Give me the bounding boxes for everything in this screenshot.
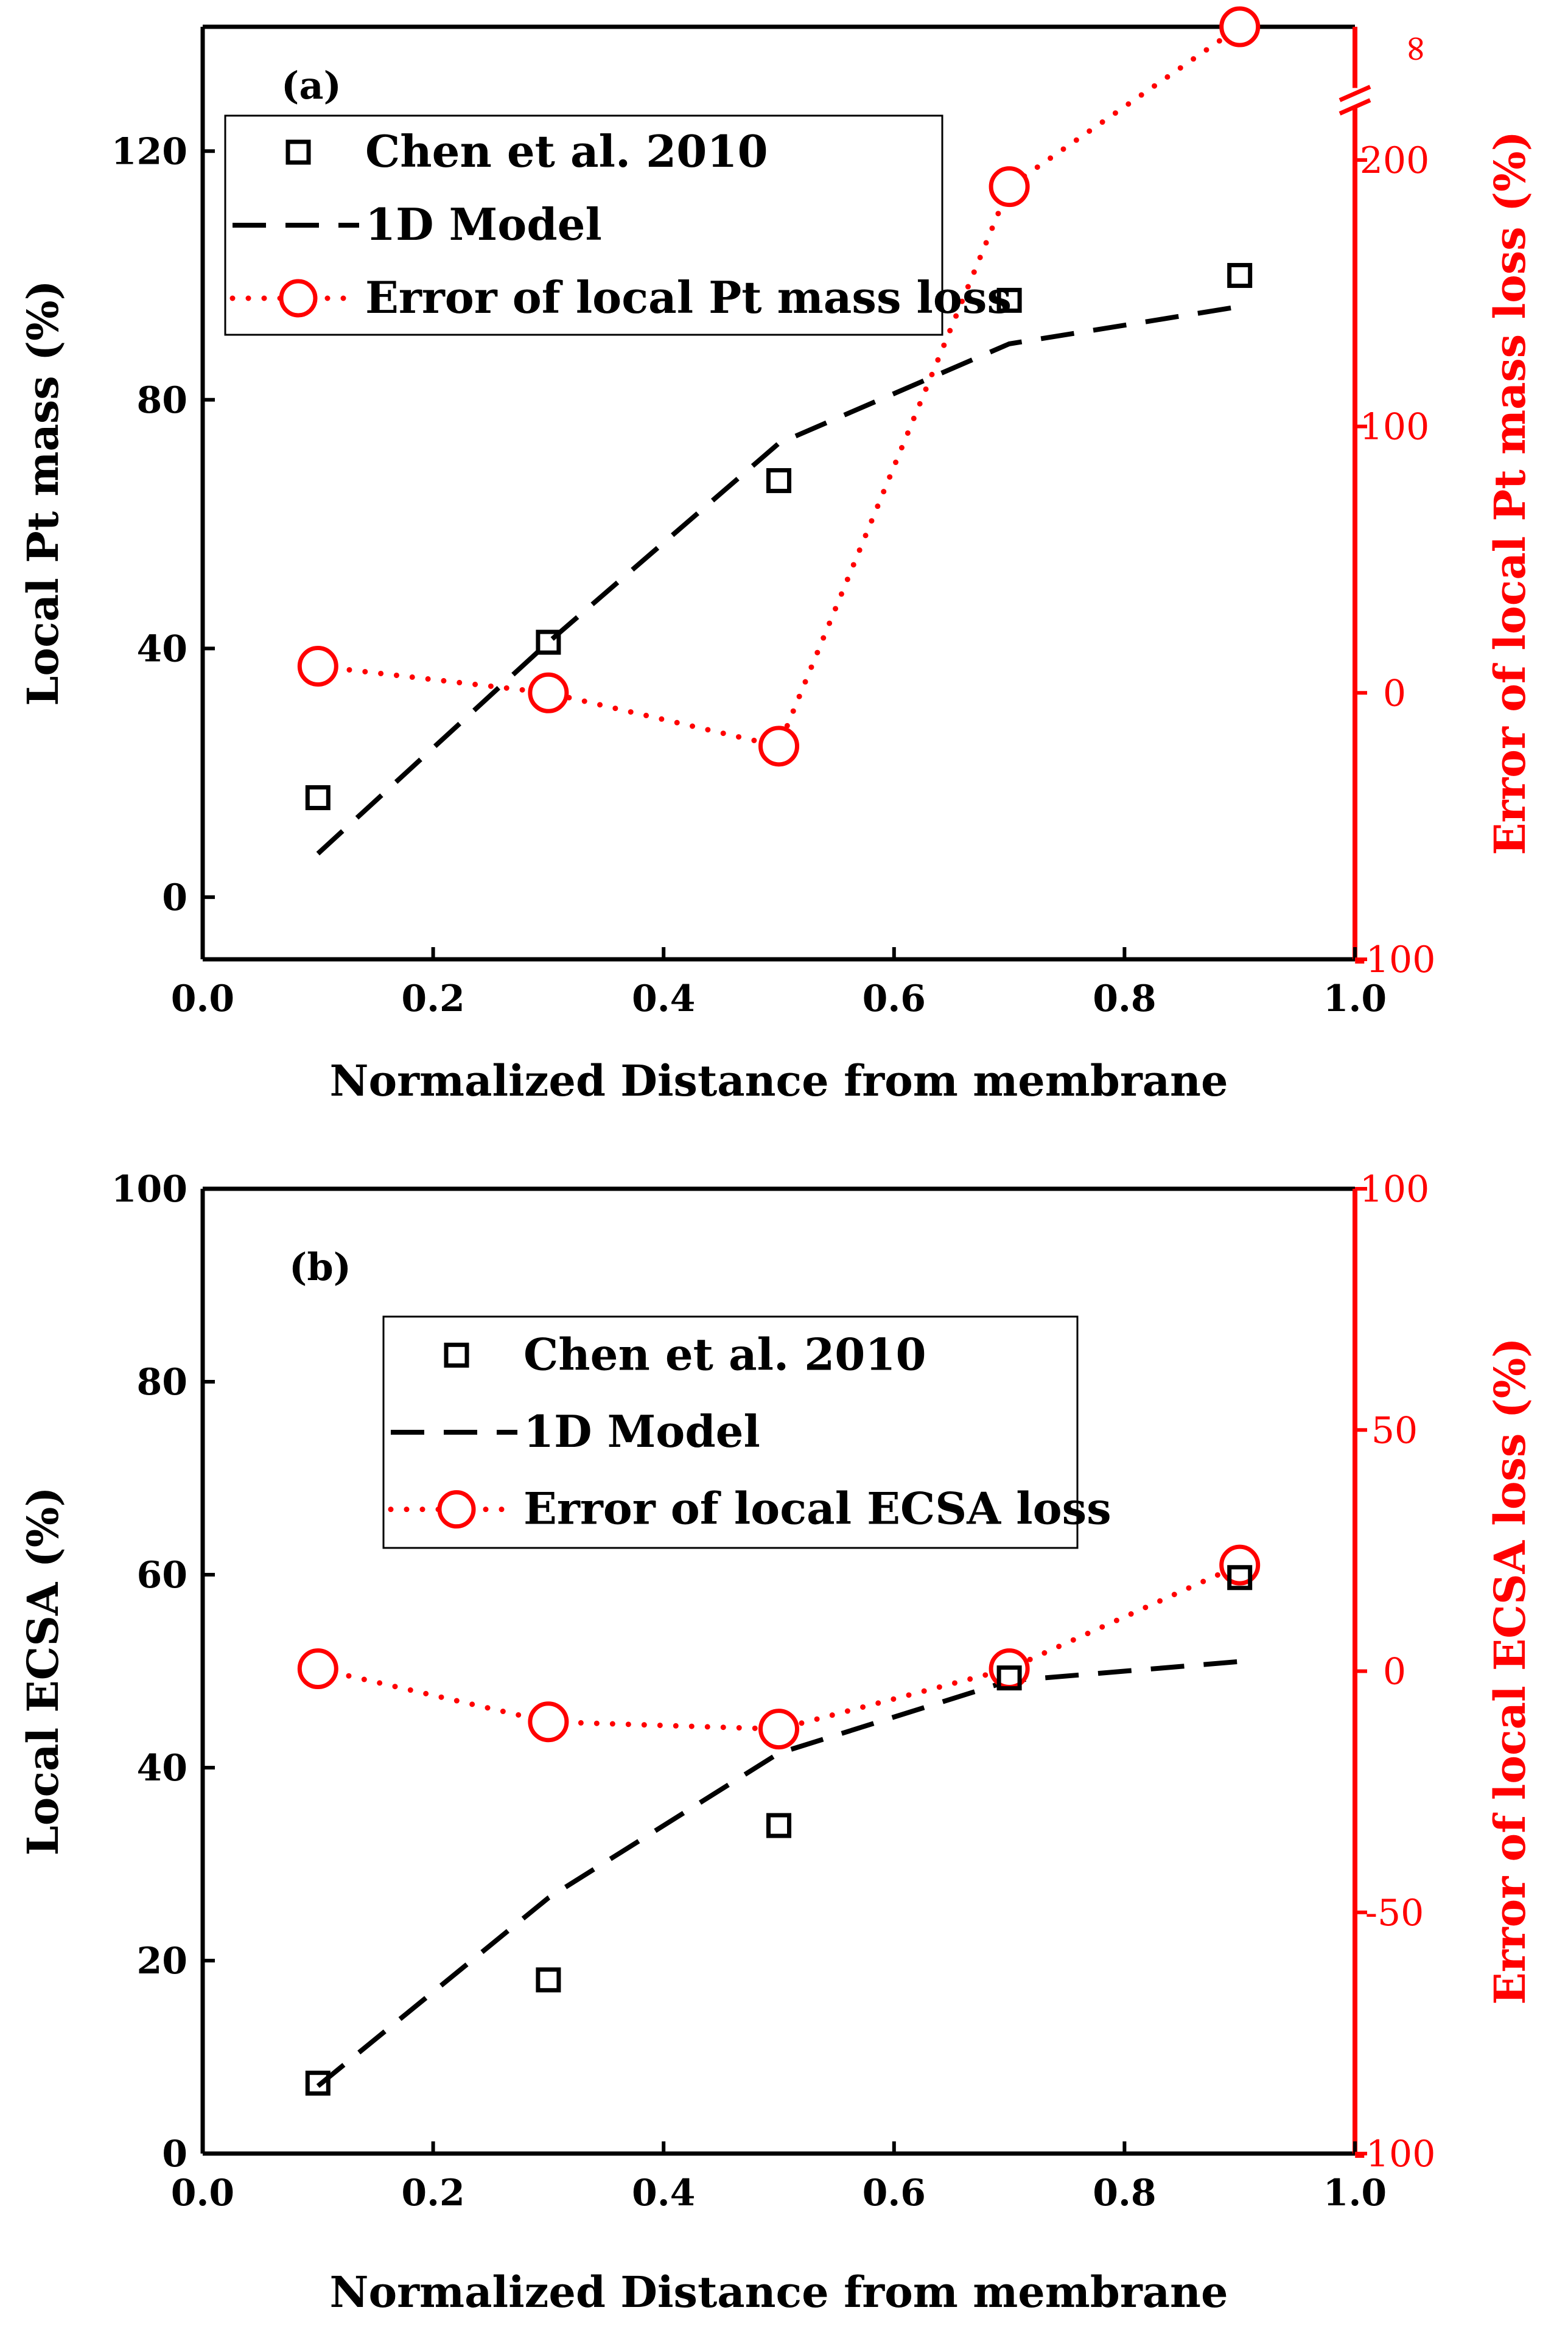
x-axis-label: Normalized Distance from membrane <box>330 2267 1228 2317</box>
y2-axis-label: Error of local ECSA loss (%) <box>1485 1338 1535 2005</box>
legend-label-model: 1D Model <box>523 1405 760 1457</box>
data-point-square <box>1227 263 1253 289</box>
y-tick-label: 40 <box>137 1747 188 1790</box>
legend-label-chen: Chen et al. 2010 <box>365 125 768 177</box>
legend-label-model: 1D Model <box>365 198 602 250</box>
y-tick-label: 120 <box>111 130 187 173</box>
y2-tick-label: 50 <box>1371 1409 1418 1452</box>
error-point-marker <box>528 1701 569 1743</box>
y2-tick-label: 0 <box>1383 672 1406 715</box>
error-point-marker <box>297 646 338 687</box>
legend-label-error: Error of local Pt mass loss <box>365 271 1012 323</box>
y-tick-label: 80 <box>137 1361 188 1404</box>
legend-square-symbol <box>444 1342 469 1368</box>
legend-circle-symbol <box>437 1490 476 1529</box>
legend-square-symbol <box>285 139 311 165</box>
error-point-marker <box>1219 6 1261 47</box>
y-axis-label: Local Pt mass (%) <box>18 280 68 706</box>
error-point-marker <box>758 726 799 767</box>
y-tick-label: 0 <box>162 877 187 919</box>
data-point-square <box>996 287 1022 313</box>
axis-break-mark <box>1339 85 1371 102</box>
error-point-marker <box>989 166 1030 208</box>
x-tick-label: 0.8 <box>1093 978 1156 1020</box>
x-tick-label: 0.6 <box>863 978 926 1020</box>
data-point-square <box>766 1813 791 1838</box>
error-point-marker <box>758 1709 799 1750</box>
y-tick-label: 60 <box>137 1554 188 1597</box>
x-tick-label: 0.0 <box>171 978 234 1020</box>
x-axis-label: Normalized Distance from membrane <box>330 1055 1228 1106</box>
data-point-square <box>536 629 561 655</box>
x-tick-label: 1.0 <box>1323 978 1387 1020</box>
chart-a: ∞ 0.0 0.2 0.4 0.6 0.8 1.0 0 40 80 120 -100 0 100 200 No… <box>18 6 1535 1106</box>
legend-label-chen: Chen et al. 2010 <box>523 1328 926 1380</box>
x-tick-label: 0.4 <box>632 978 695 1020</box>
data-point-square <box>996 1665 1022 1691</box>
series-line-error <box>315 1562 1243 1732</box>
data-point-square <box>305 2070 331 2096</box>
y2-tick-label: 0 <box>1383 1651 1406 1693</box>
x-tick-label: 0.2 <box>401 2172 464 2214</box>
data-point-square <box>536 1967 561 1993</box>
y2-tick-label: 200 <box>1360 139 1430 182</box>
y-tick-label: 80 <box>137 379 188 422</box>
y-axis-label: Local ECSA (%) <box>18 1487 68 1856</box>
legend-label-error: Error of local ECSA loss <box>523 1483 1111 1535</box>
chart-b: 0.0 0.2 0.4 0.6 0.8 1.0 0 20 40 60 80 100 -100 -50 0 50… <box>18 1168 1535 2317</box>
y-tick-label: 100 <box>111 1168 187 1211</box>
error-point-marker <box>1219 1544 1261 1586</box>
y-tick-label: 40 <box>137 628 188 670</box>
x-tick-label: 0.2 <box>401 978 464 1020</box>
x-tick-label: 0.4 <box>632 2172 695 2214</box>
y-tick-label: 20 <box>137 1940 188 1983</box>
error-point-marker <box>528 672 569 713</box>
x-tick-label: 1.0 <box>1323 2172 1387 2214</box>
y2-tick-label: -100 <box>1354 2133 1436 2175</box>
x-tick-label: 0.0 <box>171 2172 234 2214</box>
y-tick-label: 0 <box>162 2133 187 2175</box>
y2-tick-label: 100 <box>1360 1168 1430 1211</box>
x-tick-label: 0.6 <box>863 2172 926 2214</box>
panel-label: (b) <box>289 1245 351 1289</box>
y2-axis-label: Error of local Pt mass loss (%) <box>1485 131 1535 855</box>
error-point-marker <box>297 1648 338 1690</box>
infinity-tick-label: ∞ <box>1396 33 1438 64</box>
x-tick-label: 0.8 <box>1093 2172 1156 2214</box>
panel-label: (a) <box>281 63 341 108</box>
y2-tick-label: 100 <box>1360 406 1430 449</box>
legend-circle-symbol <box>279 279 318 318</box>
y2-tick-label: -100 <box>1354 939 1436 981</box>
data-point-square <box>305 785 331 810</box>
data-point-square <box>1227 1565 1253 1591</box>
axis-break-mark <box>1339 98 1371 116</box>
y2-tick-label: -50 <box>1365 1892 1424 1934</box>
data-point-square <box>766 468 791 494</box>
